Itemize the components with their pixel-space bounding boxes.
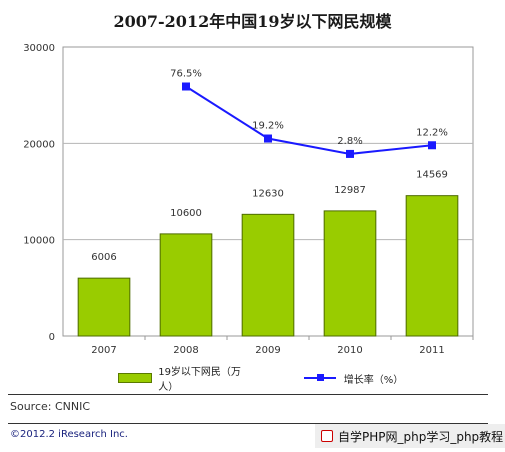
growth-data-label: 2.8% — [337, 136, 362, 147]
legend-swatch-line — [303, 374, 336, 381]
legend-item-growth: 增长率（%） — [303, 371, 404, 386]
y-tick-label: 10000 — [23, 236, 55, 247]
x-tick-label: 2010 — [337, 345, 362, 356]
x-tick-label: 2011 — [419, 345, 444, 356]
growth-data-label: 76.5% — [170, 68, 202, 79]
watermark-logo-icon — [321, 430, 333, 442]
bar — [405, 195, 459, 337]
divider-top — [8, 394, 488, 395]
source-text: Source: CNNIC — [10, 400, 91, 413]
legend-label-users: 19岁以下网民（万人） — [158, 367, 241, 393]
chart-plot: 6006 10600 12630 12987 14569 76.5% 19.2% 2.8% 12… — [23, 43, 474, 356]
x-tick-label: 2007 — [91, 345, 116, 356]
y-tick-label: 30000 — [23, 43, 55, 54]
y-tick-label: 20000 — [23, 139, 55, 150]
divider-bottom — [8, 423, 488, 424]
y-tick-label: 0 — [49, 332, 55, 343]
bar — [159, 233, 213, 337]
bar-data-label: 12987 — [334, 185, 366, 196]
copyright-text: ©2012.2 iResearch Inc. — [10, 429, 128, 440]
bar — [77, 277, 131, 337]
growth-data-label: 19.2% — [252, 121, 284, 132]
x-tick-label: 2009 — [255, 345, 280, 356]
legend-label-growth: 增长率（%） — [343, 374, 404, 386]
bar-data-label: 6006 — [91, 252, 116, 263]
legend-swatch-bar — [118, 373, 153, 383]
growth-data-label: 12.2% — [416, 127, 448, 138]
growth-point — [264, 134, 272, 143]
legend-item-users: 19岁以下网民（万人） — [118, 363, 256, 393]
bar — [241, 213, 295, 337]
bar-data-label: 14569 — [416, 170, 448, 181]
growth-point — [346, 149, 354, 158]
bar-data-label: 12630 — [252, 188, 284, 199]
chart-legend: 19岁以下网民（万人） 增长率（%） — [118, 367, 448, 393]
growth-line — [185, 85, 433, 155]
bar-data-label: 10600 — [170, 208, 202, 219]
growth-point — [182, 82, 190, 91]
growth-point — [428, 141, 436, 150]
x-tick-label: 2008 — [173, 345, 198, 356]
watermark-text: 自学PHP网_php学习_php教程 — [338, 429, 504, 444]
watermark: 自学PHP网_php学习_php教程 — [315, 424, 505, 448]
chart-title: 2007-2012年中国19岁以下网民规模 — [113, 12, 392, 31]
bar — [323, 210, 377, 337]
